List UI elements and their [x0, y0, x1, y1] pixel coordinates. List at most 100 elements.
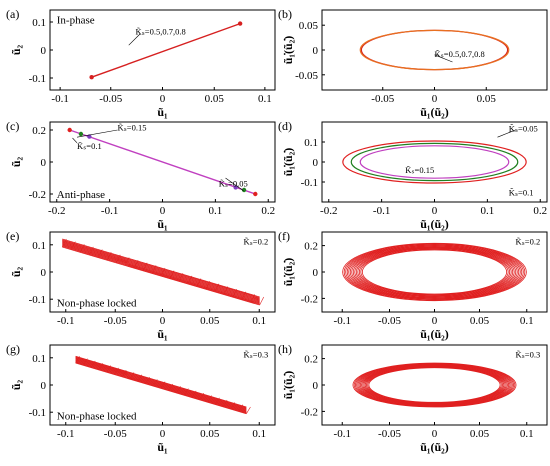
- x-tick-label: -0.1: [334, 428, 351, 440]
- annotation-leader: [225, 177, 244, 192]
- orbit-ellipse-band: [357, 364, 512, 406]
- y-tick-label: 0: [41, 267, 47, 279]
- x-tick-label: -0.1: [334, 315, 351, 327]
- panel-a: -0.1 -0.05 0 0.05 0.1 0.1 0 -0.1 ũ₁ ũ₂ (a) In-phase…: [6, 7, 276, 119]
- trajectory-band-line: [62, 241, 260, 301]
- ks-annotation: K̃ₛ=0.2: [516, 237, 541, 247]
- phase-note: Non-phase locked: [57, 410, 137, 422]
- panel-label: (e): [6, 229, 19, 243]
- y-tick-label: 0: [313, 267, 319, 279]
- trajectory-band-line: [75, 356, 247, 409]
- x-tick-label: 0.1: [252, 428, 266, 440]
- data-layer: [352, 362, 517, 408]
- endpoint-marker: [89, 75, 94, 80]
- trajectory-hatch: [115, 254, 121, 263]
- x-tick-label: 0.1: [520, 428, 534, 440]
- trajectory-hatch: [191, 390, 197, 398]
- ks-annotation: K̃ₛ=0.3: [244, 350, 269, 360]
- ks-annotation: K̃ₛ=0.1: [509, 187, 534, 197]
- trajectory-hatch: [246, 406, 251, 414]
- trajectory-hatch: [178, 273, 184, 282]
- y-axis-label: ũ₂: [9, 44, 23, 55]
- trajectory-hatch: [70, 241, 76, 250]
- panel-f: -0.1 -0.05 0 0.05 0.1 0.2 0 -0.2 ũ₁(ũ₂) ũ₁̇(ũ₂̇) (…: [278, 229, 548, 341]
- orbit-ellipse-band: [363, 365, 506, 405]
- x-tick-label: -0.1: [373, 205, 390, 217]
- trajectory-band-line: [75, 358, 247, 411]
- trajectory-hatch: [176, 386, 181, 394]
- panel-c: -0.2 -0.1 0 0.1 0.2 0.2 0 -0.2 ũ₁ ũ₂ (c) Anti-phase…: [6, 119, 276, 231]
- x-tick-label: -0.05: [104, 315, 127, 327]
- ks-annotation: K̃ₛ=0.15: [118, 123, 147, 133]
- orbit-ellipse-band: [346, 244, 523, 300]
- x-tick-label: -0.1: [57, 428, 74, 440]
- trajectory-hatch: [232, 288, 238, 298]
- x-axis-label: ũ₁: [157, 440, 168, 454]
- orbit-ellipse-band: [354, 247, 515, 297]
- x-tick-label: 0: [160, 315, 166, 327]
- y-axis-label: ũ₁̇(ũ₂̇): [281, 148, 295, 177]
- y-tick-label: -0.2: [29, 189, 46, 201]
- trajectory-hatch: [106, 252, 112, 261]
- trajectory-hatch: [238, 404, 243, 412]
- trajectory-hatch: [214, 283, 220, 292]
- x-tick-label: 0: [432, 428, 438, 440]
- y-tick-label: 0: [41, 45, 47, 57]
- orbit-ellipse-band: [354, 363, 515, 407]
- y-tick-label: -0.1: [29, 294, 46, 306]
- phase-note: In-phase: [57, 15, 95, 27]
- y-tick-label: 0.1: [32, 240, 46, 252]
- x-axis-label: ũ₁: [157, 217, 168, 231]
- trajectory-band-line: [62, 245, 260, 305]
- ks-annotation: K̃ₛ=0.1: [77, 141, 102, 151]
- trajectory-hatch: [121, 369, 127, 377]
- y-tick-label: -0.2: [301, 406, 318, 418]
- trajectory-hatch: [114, 367, 119, 375]
- y-tick-label: 0.1: [32, 353, 46, 365]
- trajectory-band-line: [62, 239, 260, 299]
- y-axis-label: ũ₁̇(ũ₂̇): [281, 371, 295, 400]
- trajectory-hatch: [259, 296, 265, 306]
- ks-annotation: K̃ₛ=0.15: [405, 165, 434, 175]
- orbit-ellipse-band: [343, 243, 526, 301]
- orbit-ellipse-band: [356, 363, 513, 407]
- trajectory-hatch: [88, 246, 94, 256]
- trajectory-hatch: [83, 358, 88, 366]
- y-tick-label: -0.2: [301, 293, 318, 305]
- y-tick-label: 0.2: [32, 125, 46, 137]
- orbit-ellipse-band: [351, 246, 518, 298]
- x-tick-label: 0: [160, 428, 166, 440]
- trajectory-hatch: [90, 360, 96, 368]
- trajectory-hatch: [207, 395, 212, 403]
- orbit-ellipse-band: [355, 247, 514, 297]
- orbit-ellipse-band: [348, 244, 521, 300]
- orbit-ellipse-2: [359, 145, 510, 179]
- x-tick-label: -0.1: [51, 93, 68, 105]
- orbit-ellipse-band: [366, 366, 503, 404]
- x-axis-label: ũ₁(ũ₂): [420, 105, 449, 119]
- y-tick-label: -0.1: [29, 407, 46, 419]
- data-point: [67, 127, 72, 133]
- ks-annotation: K̃ₛ=0.05: [509, 123, 538, 133]
- orbit-ellipse-band: [352, 362, 517, 408]
- x-tick-label: -0.05: [371, 93, 394, 105]
- orbit-ellipse-band: [368, 367, 501, 403]
- trajectory-hatch: [199, 393, 205, 401]
- trajectory-hatch: [160, 381, 166, 389]
- panel-h: -0.1 -0.05 0 0.05 0.1 0.2 0 -0.2 ũ₁(ũ₂) ũ₁̇(ũ₂̇) (…: [278, 342, 548, 454]
- data-layer: [62, 238, 265, 306]
- panel-label: (h): [278, 342, 292, 356]
- y-axis-label: ũ₁̇(ũ₂̇): [281, 36, 295, 65]
- orbit-ellipse-1: [350, 142, 519, 182]
- y-tick-label: 0: [313, 157, 319, 169]
- x-tick-label: 0: [432, 205, 438, 217]
- trajectory-hatch: [250, 294, 256, 303]
- orbit-ellipse-1: [359, 29, 510, 71]
- trajectory-band-line: [75, 355, 247, 408]
- data-layer: [67, 127, 258, 197]
- ks-annotation: K̃ₛ=0.3: [516, 350, 541, 360]
- trajectory-hatch: [62, 238, 67, 248]
- trajectory-hatch: [129, 372, 135, 380]
- data-point: [78, 131, 84, 137]
- y-axis-label: ũ₁̇(ũ₂̇): [281, 258, 295, 287]
